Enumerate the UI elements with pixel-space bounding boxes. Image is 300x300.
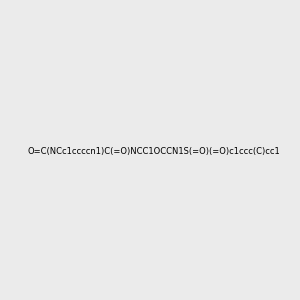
Text: O=C(NCc1ccccn1)C(=O)NCC1OCCN1S(=O)(=O)c1ccc(C)cc1: O=C(NCc1ccccn1)C(=O)NCC1OCCN1S(=O)(=O)c1… — [27, 147, 280, 156]
